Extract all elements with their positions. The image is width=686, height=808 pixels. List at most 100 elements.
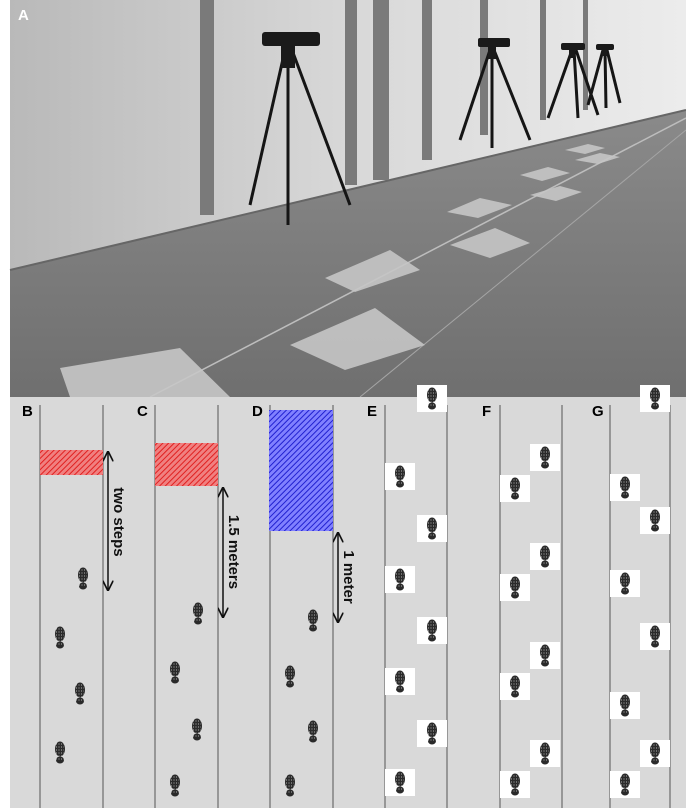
- footprint: [640, 740, 670, 767]
- sole: [427, 387, 437, 403]
- heel: [194, 617, 202, 625]
- sole: [395, 568, 405, 584]
- footprint: [308, 609, 318, 632]
- distance-label: 1.5 meters: [225, 515, 242, 589]
- heel: [286, 680, 294, 688]
- heel: [621, 788, 629, 796]
- panel-label: E: [367, 403, 377, 420]
- heel: [651, 402, 659, 410]
- sole: [510, 773, 520, 789]
- sole: [427, 619, 437, 635]
- sole: [170, 661, 180, 677]
- heel: [428, 634, 436, 642]
- sole: [540, 742, 550, 758]
- heel: [621, 587, 629, 595]
- panel-label: C: [137, 403, 148, 420]
- heel: [651, 524, 659, 532]
- footprint: [417, 720, 447, 747]
- footprint: [192, 718, 202, 741]
- heel: [621, 491, 629, 499]
- target-zone: [269, 410, 333, 531]
- heel: [76, 697, 84, 705]
- heel: [511, 591, 519, 599]
- footprint: [640, 507, 670, 534]
- heel: [309, 624, 317, 632]
- footprint: [500, 771, 530, 798]
- sole: [285, 665, 295, 681]
- heel: [541, 560, 549, 568]
- sole: [192, 718, 202, 734]
- sole: [170, 774, 180, 790]
- sole: [427, 722, 437, 738]
- heel: [511, 690, 519, 698]
- heel: [396, 685, 404, 693]
- heel: [541, 461, 549, 469]
- heel: [541, 659, 549, 667]
- panel-label: F: [482, 403, 491, 420]
- footprint: [640, 385, 670, 412]
- sole: [510, 477, 520, 493]
- footprint: [55, 626, 65, 649]
- sole: [620, 773, 630, 789]
- heel: [428, 737, 436, 745]
- heel: [621, 709, 629, 717]
- panel-label: A: [18, 7, 29, 24]
- footprint: [610, 692, 640, 719]
- footprint: [530, 642, 560, 669]
- heel: [79, 582, 87, 590]
- sole: [510, 576, 520, 592]
- footprint: [610, 570, 640, 597]
- sole: [650, 742, 660, 758]
- heel: [396, 583, 404, 591]
- sole: [55, 626, 65, 642]
- footprint: [385, 668, 415, 695]
- footprint: [385, 769, 415, 796]
- heel: [541, 757, 549, 765]
- footprint: [417, 385, 447, 412]
- sole: [620, 476, 630, 492]
- sole: [75, 682, 85, 698]
- footprint: [500, 475, 530, 502]
- heel: [171, 789, 179, 797]
- heel: [171, 676, 179, 684]
- footprint: [55, 741, 65, 764]
- sole: [540, 446, 550, 462]
- sole: [510, 675, 520, 691]
- heel: [286, 789, 294, 797]
- footprint: [610, 474, 640, 501]
- heel: [511, 788, 519, 796]
- panel-label: D: [252, 403, 263, 420]
- distance-label: two steps: [110, 487, 127, 556]
- footprint: [385, 566, 415, 593]
- sole: [308, 609, 318, 625]
- sole: [427, 517, 437, 533]
- footprint: [500, 673, 530, 700]
- heel: [309, 735, 317, 743]
- sole: [395, 465, 405, 481]
- heel: [396, 480, 404, 488]
- footprint: [417, 617, 447, 644]
- footprint: [193, 602, 203, 625]
- distance-label: 1 meter: [340, 550, 357, 604]
- heel: [56, 641, 64, 649]
- footprint: [170, 661, 180, 684]
- sole: [540, 545, 550, 561]
- sole: [620, 572, 630, 588]
- sole: [650, 387, 660, 403]
- footprint: [385, 463, 415, 490]
- diagram-background: [10, 397, 686, 808]
- sole: [285, 774, 295, 790]
- target-zone: [155, 443, 218, 486]
- sole: [395, 771, 405, 787]
- heel: [193, 733, 201, 741]
- sole: [78, 567, 88, 583]
- heel: [511, 492, 519, 500]
- sole: [395, 670, 405, 686]
- footprint: [417, 515, 447, 542]
- footprints: [55, 385, 670, 798]
- sole: [55, 741, 65, 757]
- distance-arrows: [108, 452, 338, 622]
- footprint: [170, 774, 180, 797]
- heel: [396, 786, 404, 794]
